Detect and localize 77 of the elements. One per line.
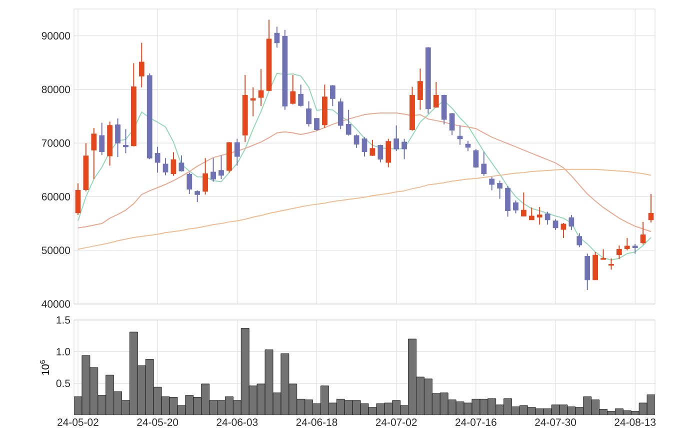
candlestick xyxy=(298,84,304,108)
candlestick xyxy=(616,245,622,260)
candlestick xyxy=(544,211,550,226)
candlestick xyxy=(552,218,558,230)
candlestick xyxy=(162,158,168,176)
candlestick xyxy=(505,186,510,218)
candlestick xyxy=(489,176,495,191)
candlestick xyxy=(218,154,224,180)
x-tick-label: 24-07-16 xyxy=(456,418,496,426)
candlestick xyxy=(418,68,423,110)
candlestick xyxy=(306,100,312,127)
candlestick xyxy=(560,222,566,239)
candlestick xyxy=(234,138,240,166)
x-tick-label: 24-08-13 xyxy=(614,418,656,426)
candlestick xyxy=(178,154,184,172)
candlestick xyxy=(170,152,176,176)
x-tick-label: 24-05-02 xyxy=(58,418,98,426)
candlestick xyxy=(138,42,144,88)
candlestick xyxy=(536,206,542,226)
candlestick xyxy=(402,138,407,160)
line-series xyxy=(77,72,652,261)
candlestick xyxy=(624,238,630,251)
candlestick xyxy=(576,232,582,248)
candlestick xyxy=(386,138,392,168)
candlestick xyxy=(640,221,646,245)
y-tick-label: 1.5 xyxy=(56,316,70,324)
candlestick xyxy=(608,258,614,270)
candlestick xyxy=(346,109,352,136)
candlestick xyxy=(314,117,320,132)
candlestick xyxy=(202,158,208,196)
candlestick xyxy=(481,151,487,176)
candlestick xyxy=(433,81,439,108)
candlestick xyxy=(497,180,502,200)
y-axis-title: 10$^{6}$ xyxy=(40,360,50,375)
candlestick xyxy=(99,122,105,156)
x-tick-label: 24-06-03 xyxy=(216,418,258,426)
candlestick xyxy=(568,214,574,230)
x-tick-label: 24-07-30 xyxy=(535,418,576,426)
y-tick-label: 70000 xyxy=(42,139,70,147)
candlestick xyxy=(91,128,97,180)
candlestick xyxy=(338,98,344,130)
candlestick xyxy=(370,139,376,156)
candlestick xyxy=(210,158,216,182)
candlestick xyxy=(115,118,120,158)
candlestick xyxy=(600,248,606,260)
y-tick-label: 50000 xyxy=(42,246,70,254)
candlestick xyxy=(528,206,534,220)
candlestick xyxy=(250,86,256,117)
candlestick xyxy=(378,144,384,163)
candlestick xyxy=(362,136,368,157)
candlestick xyxy=(520,192,526,217)
candlestick xyxy=(186,172,192,195)
y-tick-label: 40000 xyxy=(42,300,70,308)
candlestick xyxy=(354,134,360,148)
y-tick-label: 90000 xyxy=(42,32,70,40)
candlestick xyxy=(449,112,455,136)
candlestick xyxy=(648,194,654,223)
candlestick xyxy=(123,128,128,154)
x-tick-label: 24-06-18 xyxy=(296,418,338,426)
candlestick xyxy=(394,124,400,152)
candlestick xyxy=(584,253,590,291)
candlestick xyxy=(513,200,518,214)
candlestick xyxy=(75,182,81,216)
candlestick xyxy=(154,146,160,174)
candlestick xyxy=(290,74,296,105)
y-tick-label: 1.0 xyxy=(56,348,70,356)
candlestick xyxy=(330,84,336,107)
x-tick-label: 24-07-02 xyxy=(376,418,417,426)
candlestick xyxy=(473,148,479,168)
candlestick xyxy=(258,68,264,107)
candlestick xyxy=(194,190,200,203)
y-tick-label: 60000 xyxy=(42,193,70,200)
candlestick xyxy=(274,26,280,48)
x-tick-label: 24-05-20 xyxy=(137,418,178,426)
y-tick-label: 0.5 xyxy=(56,380,70,388)
candlestick xyxy=(632,243,638,254)
y-tick-label: 80000 xyxy=(42,86,70,94)
